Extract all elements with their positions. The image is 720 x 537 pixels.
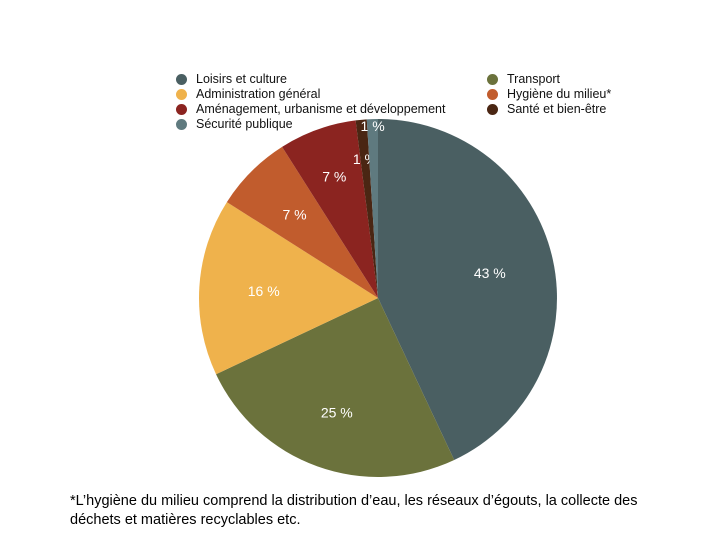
chart-legend: Loisirs et culture Administration généra… [0, 70, 720, 134]
pie-slice-securite [366, 118, 378, 298]
legend-swatch [176, 104, 187, 115]
pie-slice-loisirs [378, 119, 557, 460]
legend-label: Santé et bien-être [507, 102, 607, 116]
data-label-securite: 1 % [361, 118, 385, 134]
data-label-transport: 25 % [321, 405, 353, 421]
legend-item-sante: Santé et bien-être [487, 102, 606, 117]
pie-slice-amenagement [282, 120, 378, 298]
pie-slice-transport [216, 298, 455, 477]
pie-slice-hygiene [226, 146, 378, 298]
legend-swatch [487, 89, 498, 100]
legend-label: Hygiène du milieu* [507, 87, 612, 101]
legend-swatch [487, 74, 498, 85]
data-label-hygiene: 7 % [282, 207, 306, 223]
legend-item-amenagement: Aménagement, urbanisme et développement [176, 102, 445, 117]
legend-swatch [176, 74, 187, 85]
chart-footnote: *L’hygiène du milieu comprend la distrib… [70, 493, 638, 528]
data-label-administration: 16 % [248, 283, 280, 299]
legend-label: Administration général [196, 87, 321, 101]
pie-slice-administration [199, 202, 378, 375]
legend-label: Aménagement, urbanisme et développement [196, 102, 446, 116]
legend-swatch [176, 89, 187, 100]
legend-item-loisirs: Loisirs et culture [176, 72, 287, 87]
legend-label: Transport [507, 72, 561, 86]
data-label-loisirs: 43 % [474, 265, 506, 281]
legend-item-securite: Sécurité publique [176, 117, 293, 132]
legend-item-administration: Administration général [176, 87, 320, 102]
legend-swatch [487, 104, 498, 115]
legend-swatch [176, 119, 187, 130]
data-label-amenagement: 7 % [322, 169, 346, 185]
legend-label: Loisirs et culture [196, 72, 288, 86]
legend-label: Sécurité publique [196, 117, 293, 131]
pie-slice-sante [355, 119, 378, 298]
legend-item-transport: Transport [487, 72, 560, 87]
legend-item-hygiene: Hygiène du milieu* [487, 87, 611, 102]
